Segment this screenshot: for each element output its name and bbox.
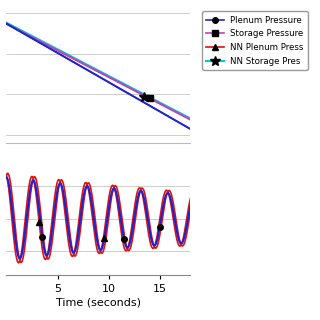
Legend: Plenum Pressure, Storage Pressure, NN Plenum Press, NN Storage Pres: Plenum Pressure, Storage Pressure, NN Pl… xyxy=(202,11,308,70)
X-axis label: Time (seconds): Time (seconds) xyxy=(56,297,141,307)
